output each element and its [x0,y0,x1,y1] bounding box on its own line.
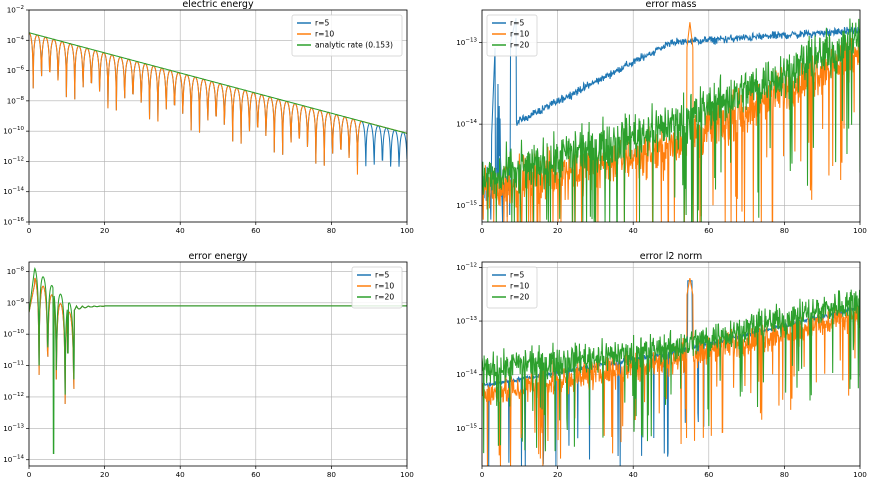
series-line-r-10 [29,277,407,405]
axes-frame [28,9,408,223]
x-tick-label: 0 [480,470,485,479]
legend-label: r=10 [315,30,334,39]
chart-title: electric energy [182,0,254,10]
series-line-r-5 [482,18,860,222]
chart-panel-4: 0 20 40 60 80 100 10−15 10−14 10−13 10−12 error l2… [456,251,867,479]
legend: r=5 r=10 r=20 [486,14,538,57]
x-tick-label: 60 [704,226,714,235]
x-tick-label: 100 [400,226,414,235]
legend-label: r=5 [315,19,329,28]
y-tick-label: 10−13 [456,316,477,326]
x-tick-label: 40 [176,226,186,235]
y-tick-label: 10−8 [7,266,25,276]
chart-title: error energy [188,251,247,262]
y-tick-label: 10−14 [3,455,24,465]
legend-label: r=20 [510,41,529,50]
chart-panel-3: 0 20 40 60 80 100 10−14 10−13 10−12 10−11 10−10 10−… [3,251,414,479]
y-tick-label: 10−10 [3,126,24,136]
y-tick-label: 10−12 [456,262,477,272]
legend: r=5 r=10 r=20 [486,266,538,309]
legend-label: r=5 [375,271,389,280]
x-tick-label: 100 [853,226,867,235]
series-line-analytic-rate-0-153- [29,32,407,134]
y-tick-label: 10−13 [3,423,24,433]
series-line-r-20 [482,289,860,454]
legend: r=5 r=10 analytic rate (0.153) [291,14,403,57]
y-tick-label: 10−9 [7,298,25,308]
y-tick-label: 10−4 [7,35,25,45]
series-line-r-20 [482,18,860,222]
y-tick-label: 10−12 [3,156,24,166]
y-tick-label: 10−10 [3,329,24,339]
x-tick-label: 80 [327,470,337,479]
legend-label: analytic rate (0.153) [315,41,393,50]
series-line-r-20 [29,267,407,454]
series-line-r-5 [29,277,407,405]
y-tick-label: 10−14 [3,187,24,197]
legend-label: r=5 [510,19,524,28]
x-tick-label: 20 [553,226,563,235]
chart-title: error l2 norm [640,251,703,262]
x-tick-label: 80 [780,470,790,479]
legend-box [291,14,403,57]
x-tick-label: 0 [480,226,485,235]
x-tick-label: 80 [327,226,337,235]
axes-frame [481,9,861,223]
chart-panel-1: 0 20 40 60 80 100 10−16 10−14 10−12 10−10 10−8 10−6… [3,0,414,235]
x-tick-label: 40 [629,470,639,479]
x-tick-label: 60 [251,470,261,479]
x-tick-label: 0 [27,470,32,479]
y-tick-label: 10−13 [456,38,477,48]
axes-frame [28,261,408,467]
x-tick-label: 0 [27,226,32,235]
y-tick-label: 10−2 [7,5,24,15]
y-tick-label: 10−8 [7,96,25,106]
y-tick-label: 10−16 [3,217,24,227]
axes-frame [481,261,861,467]
x-tick-label: 100 [853,470,867,479]
legend-label: r=20 [375,293,394,302]
legend-label: r=5 [510,271,524,280]
chart-title: error mass [646,0,697,10]
series-line-r-10 [29,32,407,175]
y-tick-label: 10−15 [456,201,477,211]
chart-panel-2: 0 20 40 60 80 100 10−15 10−14 10−13 error mass r=5… [456,0,867,235]
legend-label: r=10 [375,282,394,291]
legend-label: r=10 [510,282,529,291]
x-tick-label: 100 [400,470,414,479]
x-tick-label: 60 [704,470,714,479]
y-tick-label: 10−12 [3,392,24,402]
x-tick-label: 20 [553,470,563,479]
y-tick-label: 10−6 [7,66,25,76]
x-tick-label: 60 [251,226,261,235]
x-tick-label: 20 [100,470,110,479]
y-tick-label: 10−15 [456,423,477,433]
legend: r=5 r=10 r=20 [351,266,403,309]
x-tick-label: 20 [100,226,110,235]
x-tick-label: 40 [176,470,186,479]
y-tick-label: 10−14 [456,370,477,380]
x-tick-label: 40 [629,226,639,235]
y-tick-label: 10−11 [3,361,24,371]
legend-label: r=10 [510,30,529,39]
y-tick-label: 10−14 [456,119,477,128]
x-tick-label: 80 [780,226,790,235]
legend-label: r=20 [510,293,529,302]
